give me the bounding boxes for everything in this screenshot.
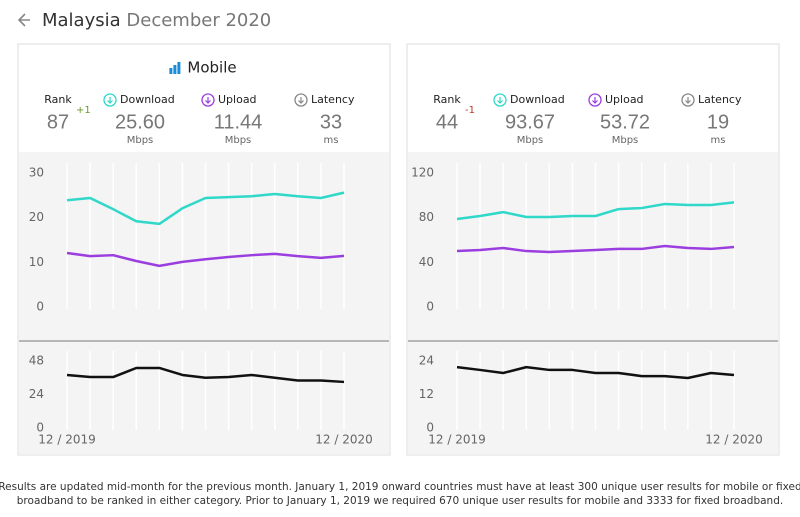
series-line: [456, 365, 735, 380]
series-line: [456, 244, 735, 254]
stat-icon: [201, 93, 215, 107]
stat-value: 19: [707, 111, 729, 133]
y-tick-label: 48: [29, 354, 44, 368]
stat-icon: [497, 97, 503, 104]
x-tick-label: 12 / 2020: [705, 433, 762, 447]
stat-label: Download: [120, 93, 175, 106]
y-tick-label: 120: [411, 166, 434, 180]
chart-area: [408, 152, 778, 454]
x-tick-label: 12 / 2020: [315, 433, 372, 447]
rank-change: -1: [465, 105, 475, 116]
signal-icon: [177, 62, 181, 74]
back-arrow[interactable]: [17, 13, 30, 27]
stat-unit: Mbps: [127, 135, 154, 146]
stat-unit: Mbps: [225, 135, 252, 146]
signal-icon: [169, 68, 173, 74]
stat-label: Upload: [218, 93, 257, 106]
x-tick-label: 12 / 2019: [428, 433, 485, 447]
signal-icon: [173, 65, 177, 74]
footer-note: Results are updated mid-month for the pr…: [0, 481, 800, 493]
chart-area: [19, 152, 389, 454]
stat-icon: [588, 93, 602, 107]
stat-label: Rank: [433, 93, 461, 106]
y-tick-label: 12: [419, 387, 434, 401]
stat-value: 53.72: [600, 111, 650, 133]
stat-value: 87: [47, 111, 69, 133]
series-line: [66, 191, 345, 226]
stat-icon: [685, 97, 691, 104]
y-tick-label: 20: [29, 210, 44, 224]
stat-unit: ms: [711, 135, 726, 146]
footer-note: broadband to be ranked in either categor…: [17, 495, 783, 507]
y-tick-label: 40: [419, 255, 434, 269]
stat-label: Upload: [605, 93, 644, 106]
stat-label: Latency: [311, 93, 355, 106]
stat-label: Latency: [698, 93, 742, 106]
stat-value: 11.44: [214, 111, 263, 133]
series-line: [66, 251, 345, 268]
stat-icon: [493, 93, 507, 107]
y-tick-label: 0: [36, 300, 44, 314]
stat-icon: [205, 97, 211, 104]
stat-icon: [298, 97, 304, 104]
panels: Mobile Rank 87 +1 Download 25.60 Mbps Upload 11.…: [17, 43, 780, 456]
stat-unit: Mbps: [517, 135, 544, 146]
y-tick-label: 0: [426, 300, 434, 314]
series-line: [456, 201, 735, 221]
panel-title: Mobile: [187, 59, 236, 77]
y-tick-label: 24: [419, 354, 434, 368]
period: December 2020: [126, 10, 271, 31]
page-title: Malaysia December 2020: [42, 10, 271, 31]
x-tick-label: 12 / 2019: [38, 433, 95, 447]
rank-change: +1: [76, 105, 91, 116]
y-tick-label: 10: [29, 255, 44, 269]
stat-value: 93.67: [505, 111, 555, 133]
y-tick-label: 80: [419, 210, 434, 224]
y-tick-label: 24: [29, 387, 44, 401]
country: Malaysia: [42, 10, 121, 31]
stat-unit: Mbps: [612, 135, 639, 146]
stat-value: 33: [320, 111, 342, 133]
y-tick-label: 0: [36, 421, 44, 435]
stat-label: Download: [510, 93, 565, 106]
stat-value: 44: [436, 111, 458, 133]
stat-icon: [294, 93, 308, 107]
stat-label: Rank: [44, 93, 72, 106]
stat-unit: ms: [324, 135, 339, 146]
series-line: [66, 366, 345, 384]
y-tick-label: 30: [29, 166, 44, 180]
stat-icon: [107, 97, 113, 104]
stat-value: 25.60: [115, 111, 165, 133]
stat-icon: [592, 97, 598, 104]
stat-icon: [103, 93, 117, 107]
stat-icon: [681, 93, 695, 107]
y-tick-label: 0: [426, 421, 434, 435]
